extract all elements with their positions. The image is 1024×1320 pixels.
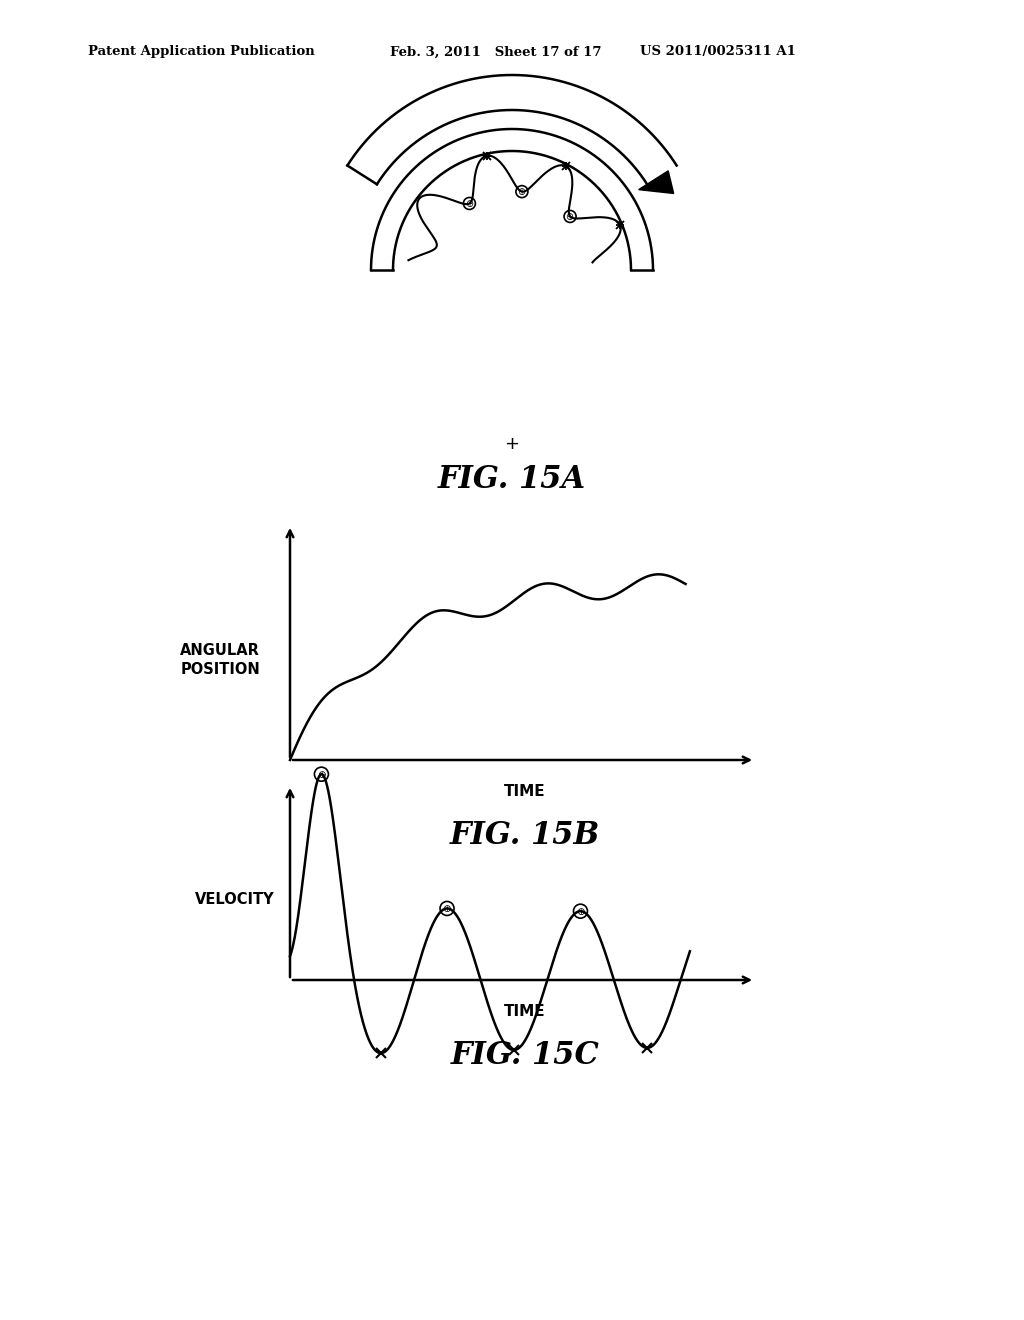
Text: FIG. 15C: FIG. 15C: [451, 1040, 599, 1071]
Text: US 2011/0025311 A1: US 2011/0025311 A1: [640, 45, 796, 58]
Polygon shape: [639, 170, 674, 194]
Text: $\oplus$: $\oplus$: [465, 198, 474, 209]
Text: TIME: TIME: [504, 784, 546, 800]
Text: TIME: TIME: [504, 1005, 546, 1019]
Text: $\oplus$: $\oplus$: [565, 211, 574, 222]
Text: $\oplus$: $\oplus$: [517, 186, 526, 197]
Text: $\oplus$: $\oplus$: [575, 906, 586, 916]
Text: $\oplus$: $\oplus$: [316, 768, 327, 780]
Text: FIG. 15B: FIG. 15B: [450, 820, 600, 850]
Text: Feb. 3, 2011   Sheet 17 of 17: Feb. 3, 2011 Sheet 17 of 17: [390, 45, 601, 58]
Text: Patent Application Publication: Patent Application Publication: [88, 45, 314, 58]
Text: ANGULAR
POSITION: ANGULAR POSITION: [180, 643, 260, 677]
Text: FIG. 15A: FIG. 15A: [438, 463, 586, 495]
Text: +: +: [505, 436, 519, 453]
Text: $\oplus$: $\oplus$: [442, 903, 452, 913]
Text: VELOCITY: VELOCITY: [196, 892, 274, 908]
